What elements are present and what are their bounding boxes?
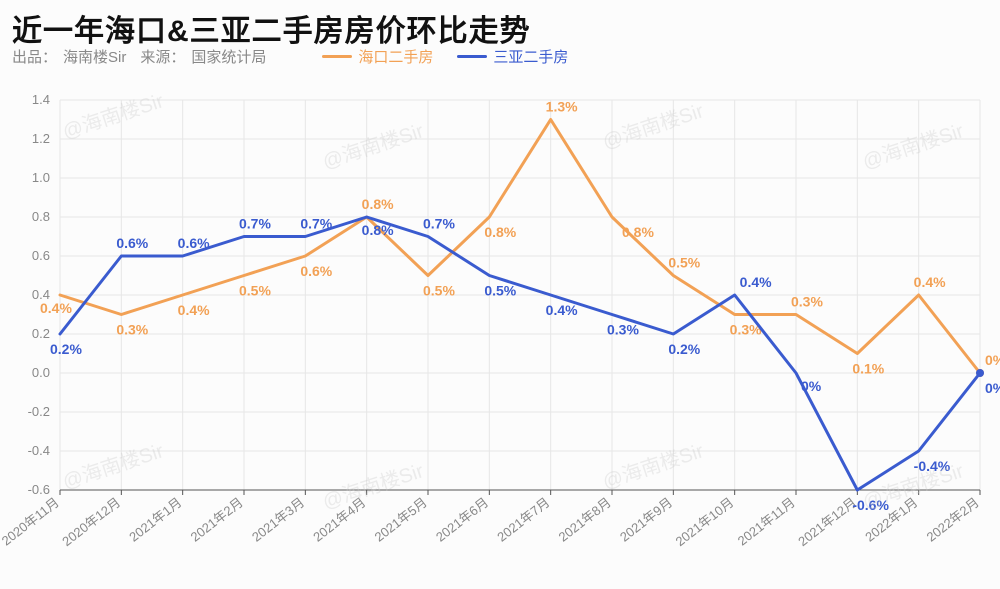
legend-sanya-label: 三亚二手房 [493, 46, 568, 67]
point-label-haikou: 1.3% [546, 99, 578, 115]
series-line-sanya [60, 217, 980, 490]
legend-sanya-swatch [457, 55, 487, 58]
point-label-sanya: 0.4% [546, 302, 578, 318]
point-label-sanya: 0.2% [668, 341, 700, 357]
x-tick-label: 2021年4月 [310, 495, 368, 545]
point-label-sanya: -0.4% [914, 458, 951, 474]
x-tick-label: 2021年10月 [673, 495, 737, 550]
y-tick-label: -0.6 [28, 482, 50, 497]
point-label-haikou: 0.8% [362, 196, 394, 212]
point-label-sanya: 0.4% [740, 274, 772, 290]
x-tick-label: 2021年3月 [249, 495, 307, 545]
point-label-sanya: 0.6% [116, 235, 148, 251]
point-label-sanya: 0.5% [484, 283, 516, 299]
x-tick-label: 2021年5月 [372, 495, 430, 545]
point-label-sanya: 0% [985, 380, 1000, 396]
legend-haikou-label: 海口二手房 [358, 46, 433, 67]
point-label-haikou: 0.3% [116, 322, 148, 338]
x-tick-label: 2022年2月 [924, 495, 982, 545]
point-label-haikou: 0.4% [914, 274, 946, 290]
source-prefix: 来源： [140, 46, 185, 67]
point-label-sanya: 0.6% [178, 235, 210, 251]
point-label-haikou: 0.5% [239, 283, 271, 299]
point-label-sanya: 0.2% [50, 341, 82, 357]
x-tick-label: 2021年12月 [795, 495, 859, 550]
point-label-sanya: -0.6% [852, 497, 889, 513]
point-label-haikou: 0% [985, 352, 1000, 368]
y-tick-label: 1.4 [32, 92, 50, 107]
legend-haikou: 海口二手房 [322, 46, 433, 67]
subtitle-prefix: 出品： [12, 46, 57, 67]
source: 国家统计局 [191, 46, 266, 67]
x-tick-label: 2021年6月 [433, 495, 491, 545]
y-tick-label: 0.0 [32, 365, 50, 380]
x-tick-label: 2020年11月 [0, 495, 62, 549]
x-tick-label: 2020年12月 [59, 495, 123, 550]
point-label-haikou: 0.1% [852, 361, 884, 377]
point-label-haikou: 0.4% [40, 300, 72, 316]
x-tick-label: 2021年2月 [188, 495, 246, 545]
x-tick-label: 2021年8月 [556, 495, 614, 545]
y-tick-label: 0.6 [32, 248, 50, 263]
y-tick-label: 0.8 [32, 209, 50, 224]
point-label-sanya: 0.8% [362, 222, 394, 238]
point-label-haikou: 0.5% [668, 255, 700, 271]
point-label-haikou: 0.8% [622, 224, 654, 240]
x-tick-label: 2021年11月 [735, 495, 798, 549]
point-label-haikou: 0.8% [484, 224, 516, 240]
point-label-sanya: 0.3% [607, 322, 639, 338]
chart-title: 近一年海口&三亚二手房房价环比走势 [12, 6, 531, 50]
point-label-haikou: 0.5% [423, 283, 455, 299]
x-tick-label: 2021年1月 [126, 495, 184, 545]
point-label-sanya: 0.7% [239, 216, 271, 232]
y-tick-label: 1.2 [32, 131, 50, 146]
x-tick-label: 2021年9月 [617, 495, 675, 545]
author: 海南楼Sir [63, 46, 126, 67]
line-chart-svg: -0.6-0.4-0.20.00.20.40.60.81.01.21.42020… [0, 80, 1000, 580]
y-tick-label: 0.2 [32, 326, 50, 341]
x-tick-label: 2021年7月 [494, 495, 552, 545]
y-tick-label: -0.4 [28, 443, 50, 458]
chart-area: -0.6-0.4-0.20.00.20.40.60.81.01.21.42020… [0, 80, 1000, 580]
point-label-haikou: 0.4% [178, 302, 210, 318]
legend-haikou-swatch [322, 55, 352, 58]
y-tick-label: -0.2 [28, 404, 50, 419]
point-label-haikou: 0.6% [300, 263, 332, 279]
legend-sanya: 三亚二手房 [457, 46, 568, 67]
point-label-haikou: 0.3% [791, 294, 823, 310]
subtitle-row: 出品： 海南楼Sir 来源： 国家统计局 海口二手房 三亚二手房 [12, 46, 568, 67]
point-label-sanya: 0.7% [300, 216, 332, 232]
y-tick-label: 1.0 [32, 170, 50, 185]
point-label-sanya: 0.7% [423, 216, 455, 232]
point-label-sanya: 0% [801, 378, 822, 394]
series-end-marker-sanya [976, 369, 984, 377]
